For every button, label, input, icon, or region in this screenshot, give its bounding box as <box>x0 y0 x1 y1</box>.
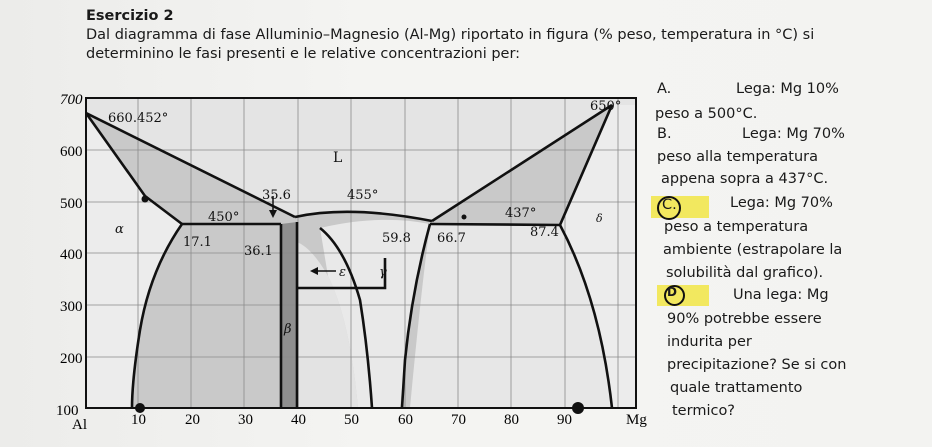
question-d-text-2: 90% potrebbe essere <box>667 311 822 327</box>
question-c-text-3: ambiente (estrapolare la <box>663 242 843 258</box>
x-tick-90: 90 <box>557 412 572 428</box>
x-tick-40: 40 <box>291 412 306 428</box>
question-c-text-2: peso a temperatura <box>664 219 809 235</box>
alloy-marker-10 <box>135 403 145 413</box>
exercise-intro: Dal diagramma di fase Alluminio–Magnesio… <box>86 26 846 64</box>
question-d-circle <box>664 285 685 306</box>
question-c-circle <box>657 196 681 220</box>
x-tick-60: 60 <box>398 412 413 428</box>
y-tick-200: 200 <box>60 351 83 367</box>
exercise-title: Esercizio 2 <box>86 8 174 24</box>
label-mg-melt: 650° <box>590 99 621 114</box>
question-b-marker: B. <box>657 126 672 142</box>
question-d-text-3: indurita per <box>667 334 752 350</box>
x-tick-70: 70 <box>451 412 466 428</box>
x-tick-20: 20 <box>185 412 200 428</box>
intro-line-2: determinino le fasi presenti e le relati… <box>86 46 521 62</box>
question-b-text-3: appena sopra a 437°C. <box>661 171 829 187</box>
question-a-text-2: peso a 500°C. <box>655 106 758 122</box>
x-tick-50: 50 <box>344 412 359 428</box>
question-d-marker: D <box>667 285 677 299</box>
question-a-marker: A. <box>657 81 672 97</box>
label-liquid: L <box>333 150 342 166</box>
label-455: 455° <box>347 188 378 203</box>
y-tick-600: 600 <box>60 144 83 160</box>
y-tick-300: 300 <box>60 299 83 315</box>
liquid-region <box>86 98 636 221</box>
question-b-text-1: Lega: Mg 70% <box>742 126 845 142</box>
x-label-mg: Mg <box>626 412 647 428</box>
alloy-marker-b <box>461 214 467 220</box>
label-361: 36.1 <box>244 244 273 259</box>
intro-line-1: Dal diagramma di fase Alluminio–Magnesio… <box>86 27 815 43</box>
question-c-marker: C. <box>662 197 677 213</box>
label-delta: δ <box>596 212 603 225</box>
x-tick-30: 30 <box>238 412 253 428</box>
label-450: 450° <box>208 210 239 225</box>
label-alpha: α <box>115 222 124 237</box>
label-437: 437° <box>505 206 536 221</box>
x-tick-10: 10 <box>131 412 146 428</box>
label-171: 17.1 <box>183 235 212 250</box>
delta-region <box>560 105 636 408</box>
alpha-region <box>86 113 182 408</box>
label-356: 35.6 <box>262 188 291 203</box>
x-label-al: Al <box>72 417 87 433</box>
question-d-text-6: termico? <box>672 403 736 419</box>
y-tick-100: 100 <box>56 403 79 419</box>
question-d-text-1: Una lega: Mg <box>733 287 829 303</box>
label-epsilon: ε <box>339 265 346 280</box>
beta-gamma-region <box>297 242 358 408</box>
question-d-text-4: precipitazione? Se si con <box>667 357 847 373</box>
question-c-text-1: Lega: Mg 70% <box>730 195 833 211</box>
x-tick-80: 80 <box>504 412 519 428</box>
question-c-text-4: solubilità dal grafico). <box>666 265 824 281</box>
y-tick-500: 500 <box>60 196 83 212</box>
label-beta: β <box>283 322 292 337</box>
beta-region <box>281 222 297 408</box>
y-tick-400: 400 <box>60 247 83 263</box>
question-d-text-5: quale trattamento <box>670 380 803 396</box>
question-b-text-2: peso alla temperatura <box>657 149 819 165</box>
label-gamma: γ <box>379 265 387 280</box>
alloy-marker-a <box>141 195 149 203</box>
question-a-text-1: Lega: Mg 10% <box>736 81 839 97</box>
y-tick-700: 700 <box>60 92 83 108</box>
label-667: 66.7 <box>437 231 466 246</box>
alloy-marker-90 <box>572 402 584 414</box>
label-874: 87.4 <box>530 225 559 240</box>
label-598: 59.8 <box>382 231 411 246</box>
label-al-melt: 660.452° <box>108 111 168 126</box>
